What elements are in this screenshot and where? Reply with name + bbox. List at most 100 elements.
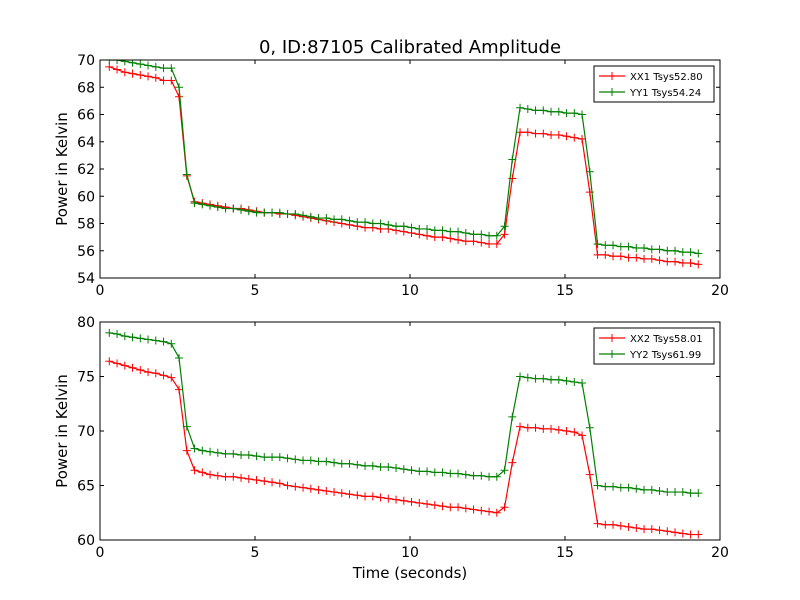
data-point-1-1-24 bbox=[291, 455, 299, 463]
data-point-1-0-2 bbox=[121, 362, 129, 370]
data-point-1-1-64 bbox=[601, 483, 609, 491]
data-point-0-0-54 bbox=[524, 128, 532, 136]
data-point-0-0-69 bbox=[640, 255, 648, 263]
data-point-1-0-73 bbox=[671, 528, 679, 536]
data-point-1-1-54 bbox=[524, 374, 532, 382]
data-point-1-1-73 bbox=[671, 488, 679, 496]
data-point-0-1-46 bbox=[462, 229, 470, 237]
data-point-0-1-31 bbox=[346, 217, 354, 225]
data-point-1-0-0 bbox=[105, 357, 113, 365]
data-point-0-0-58 bbox=[555, 131, 563, 139]
data-point-1-1-39 bbox=[408, 466, 416, 474]
data-point-0-1-42 bbox=[431, 226, 439, 234]
data-point-1-0-15 bbox=[222, 473, 230, 481]
data-point-0-1-38 bbox=[400, 222, 408, 230]
data-point-1-0-66 bbox=[617, 522, 625, 530]
data-point-1-0-53 bbox=[516, 423, 524, 431]
data-point-1-0-5 bbox=[144, 368, 152, 376]
y-tick-label-0-1: 56 bbox=[77, 244, 95, 260]
data-point-0-0-7 bbox=[160, 76, 168, 84]
data-point-0-0-56 bbox=[539, 130, 547, 138]
data-point-1-0-60 bbox=[570, 428, 578, 436]
data-point-0-1-71 bbox=[656, 245, 664, 253]
data-point-0-1-6 bbox=[152, 63, 160, 71]
data-point-1-1-27 bbox=[315, 458, 323, 466]
x-tick-label-1-0: 0 bbox=[96, 545, 105, 561]
data-point-0-1-36 bbox=[384, 221, 392, 229]
data-point-1-1-69 bbox=[640, 486, 648, 494]
data-point-1-1-38 bbox=[400, 465, 408, 473]
data-point-0-1-70 bbox=[648, 245, 656, 253]
data-point-0-0-46 bbox=[462, 237, 470, 245]
data-point-1-0-24 bbox=[291, 483, 299, 491]
data-point-1-1-17 bbox=[237, 451, 245, 459]
data-point-1-1-47 bbox=[470, 472, 478, 480]
data-point-1-0-50 bbox=[493, 509, 501, 517]
data-point-0-0-66 bbox=[617, 252, 625, 260]
data-point-1-1-18 bbox=[245, 451, 253, 459]
data-point-1-1-75 bbox=[687, 489, 695, 497]
data-point-1-1-12 bbox=[198, 447, 206, 455]
data-point-1-0-28 bbox=[322, 487, 330, 495]
data-point-1-1-61 bbox=[578, 379, 586, 387]
data-point-0-1-67 bbox=[625, 243, 633, 251]
data-point-0-1-18 bbox=[245, 207, 253, 215]
y-tick-label-0-8: 70 bbox=[77, 53, 95, 69]
data-point-0-0-70 bbox=[648, 255, 656, 263]
legend-label-0-0: XX1 Tsys52.80 bbox=[630, 72, 703, 83]
data-point-0-1-61 bbox=[578, 111, 586, 119]
y-tick-label-1-1: 65 bbox=[77, 479, 95, 495]
data-point-0-1-55 bbox=[532, 106, 540, 114]
data-point-1-0-57 bbox=[547, 425, 555, 433]
data-point-1-1-44 bbox=[446, 470, 454, 478]
y-tick-label-0-3: 60 bbox=[77, 189, 95, 205]
data-point-1-1-49 bbox=[485, 473, 493, 481]
x-tick-label-0-4: 20 bbox=[711, 283, 729, 299]
data-point-1-0-76 bbox=[694, 531, 702, 539]
data-point-1-0-72 bbox=[663, 527, 671, 535]
data-point-1-0-6 bbox=[152, 369, 160, 377]
data-point-0-1-4 bbox=[136, 60, 144, 68]
data-point-1-1-21 bbox=[268, 453, 276, 461]
data-point-0-1-47 bbox=[470, 230, 478, 238]
data-point-1-1-32 bbox=[353, 461, 361, 469]
data-point-1-1-9 bbox=[175, 354, 183, 362]
data-point-0-0-45 bbox=[454, 236, 462, 244]
data-point-0-1-10 bbox=[183, 170, 191, 178]
data-point-1-1-0 bbox=[105, 329, 113, 337]
data-point-1-0-3 bbox=[129, 364, 137, 372]
data-point-0-1-48 bbox=[477, 230, 485, 238]
data-point-1-0-21 bbox=[268, 478, 276, 486]
data-point-0-0-75 bbox=[687, 259, 695, 267]
data-point-1-0-14 bbox=[214, 472, 222, 480]
data-point-1-0-17 bbox=[237, 474, 245, 482]
data-point-1-0-55 bbox=[532, 424, 540, 432]
data-point-1-0-11 bbox=[191, 466, 199, 474]
data-point-0-0-0 bbox=[105, 63, 113, 71]
data-point-1-1-37 bbox=[392, 464, 400, 472]
data-point-0-0-63 bbox=[594, 251, 602, 259]
y-tick-label-1-0: 60 bbox=[77, 533, 95, 549]
data-point-0-0-64 bbox=[601, 251, 609, 259]
data-point-0-0-5 bbox=[144, 72, 152, 80]
data-point-1-0-43 bbox=[439, 502, 447, 510]
data-point-0-1-30 bbox=[338, 215, 346, 223]
data-point-0-1-5 bbox=[144, 61, 152, 69]
data-point-0-0-72 bbox=[663, 258, 671, 266]
data-point-1-0-18 bbox=[245, 475, 253, 483]
data-point-0-1-32 bbox=[353, 218, 361, 226]
data-point-0-0-6 bbox=[152, 74, 160, 82]
data-point-0-1-69 bbox=[640, 244, 648, 252]
data-point-1-1-65 bbox=[609, 483, 617, 491]
x-tick-label-1-3: 15 bbox=[556, 545, 574, 561]
data-point-1-1-31 bbox=[346, 460, 354, 468]
data-point-1-1-63 bbox=[594, 482, 602, 490]
data-point-1-1-11 bbox=[191, 444, 199, 452]
data-point-1-0-27 bbox=[315, 486, 323, 494]
data-point-0-1-57 bbox=[547, 108, 555, 116]
data-point-1-1-46 bbox=[462, 471, 470, 479]
data-point-0-1-45 bbox=[454, 228, 462, 236]
data-point-0-1-41 bbox=[423, 225, 431, 233]
data-point-1-0-49 bbox=[485, 508, 493, 516]
data-point-0-1-26 bbox=[307, 213, 315, 221]
